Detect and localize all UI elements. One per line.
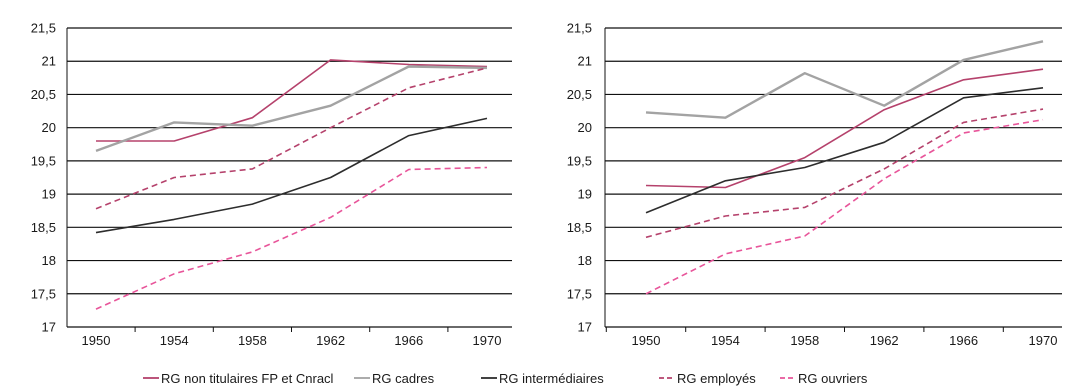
legend-label: RG intermédiaires: [499, 371, 604, 386]
x-tick-label: 1958: [790, 333, 819, 348]
y-tick-label: 18: [578, 253, 592, 268]
x-tick-label: 1966: [949, 333, 978, 348]
y-tick-label: 20,5: [567, 87, 592, 102]
series-line-rg-employes: [645, 108, 1044, 239]
series-line-rg-ouvriers: [645, 118, 1044, 295]
x-tick-label: 1954: [711, 333, 740, 348]
y-tick-label: 19: [42, 187, 56, 202]
series-line-rg-non-titulaires-fp-et-cnracl: [645, 68, 1044, 189]
legend-label: RG ouvriers: [798, 371, 868, 386]
y-tick-label: 20: [578, 120, 592, 135]
y-tick-label: 17: [578, 320, 592, 335]
y-tick-label: 18: [42, 253, 56, 268]
x-tick-label: 1962: [870, 333, 899, 348]
series-line-rg-employes: [95, 67, 488, 210]
y-tick-label: 21,5: [31, 21, 56, 36]
y-tick-label: 21: [42, 54, 56, 69]
series-line-rg-intermediaires: [645, 87, 1044, 214]
y-tick-label: 21: [578, 54, 592, 69]
y-tick-label: 18,5: [31, 220, 56, 235]
y-tick-label: 19,5: [31, 153, 56, 168]
y-tick-label: 17: [42, 320, 56, 335]
legend-label: RG employés: [677, 371, 756, 386]
y-tick-label: 20: [42, 120, 56, 135]
x-tick-label: 1962: [316, 333, 345, 348]
y-tick-label: 20,5: [31, 87, 56, 102]
x-tick-label: 1966: [394, 333, 423, 348]
chart-panel-1: 17 17,5 18 18,5 19 19,5 20 20,5 21 21,5 1950 1954 19…: [31, 21, 512, 348]
legend-label: RG non titulaires FP et Cnracl: [161, 371, 334, 386]
series-line-rg-ouvriers: [95, 166, 488, 310]
y-tick-label: 18,5: [567, 220, 592, 235]
y-tick-label: 19,5: [567, 153, 592, 168]
x-tick-label: 1954: [160, 333, 189, 348]
x-tick-label: 1950: [82, 333, 111, 348]
legend-label: RG cadres: [372, 371, 435, 386]
series-line-rg-cadres: [645, 40, 1044, 119]
legend: RG non titulaires FP et Cnracl RG cadres R…: [143, 371, 868, 386]
x-tick-label: 1950: [632, 333, 661, 348]
series-line-rg-cadres: [95, 65, 488, 153]
y-tick-label: 17,5: [567, 286, 592, 301]
y-tick-label: 17,5: [31, 286, 56, 301]
x-tick-label: 1970: [1029, 333, 1058, 348]
x-tick-label: 1970: [473, 333, 502, 348]
chart-panel-2: 17 17,5 18 18,5 19 19,5 20 20,5 21 21,5 1950 1954 19…: [567, 21, 1062, 348]
x-tick-label: 1958: [238, 333, 267, 348]
series-line-rg-non-titulaires-fp-et-cnracl: [96, 59, 488, 142]
y-tick-label: 19: [578, 187, 592, 202]
y-tick-label: 21,5: [567, 21, 592, 36]
series-line-rg-intermediaires: [95, 117, 488, 234]
